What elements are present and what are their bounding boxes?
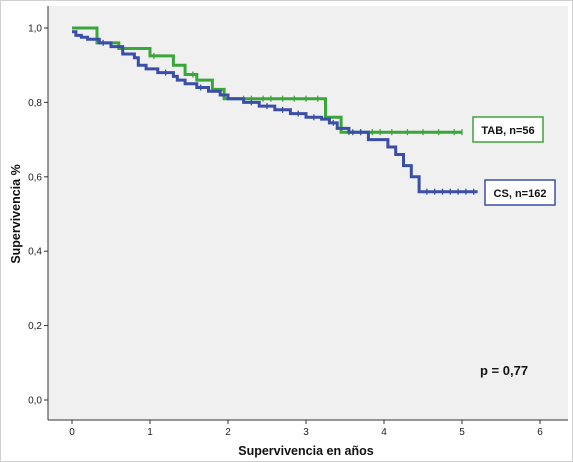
series-layer — [72, 26, 478, 195]
legend-cs-label: CS, n=162 — [494, 188, 547, 200]
y-tick-label: 0,8 — [28, 98, 42, 109]
x-axis: 0 1 2 3 4 5 6 — [48, 419, 568, 438]
p-value-annotation: p = 0,77 — [480, 363, 528, 378]
x-tick-label: 4 — [381, 427, 387, 438]
legend-cs-box — [484, 179, 556, 206]
y-axis-title: Supervivencia % — [9, 164, 23, 263]
y-tick-label: 0,6 — [28, 172, 42, 183]
x-tick-label: 3 — [303, 427, 309, 438]
legend-tab-label: TAB, n=56 — [481, 125, 534, 137]
y-tick-label: 0,2 — [28, 321, 42, 332]
y-tick-label: 0,0 — [28, 396, 42, 407]
series-cs — [72, 30, 478, 195]
y-tick-label: 0,4 — [28, 247, 42, 258]
x-tick-label: 0 — [69, 427, 75, 438]
legend-tab: TAB, n=56 — [472, 116, 544, 143]
x-axis-title: Supervivencia en años — [238, 444, 374, 458]
series-cs-line — [72, 30, 478, 194]
x-tick-label: 2 — [225, 427, 231, 438]
x-tick-label: 5 — [459, 427, 465, 438]
legend-tab-box — [472, 116, 544, 143]
plot-background — [48, 6, 568, 420]
y-axis: 0,0 0,2 0,4 0,6 0,8 1,0 — [28, 6, 49, 420]
x-tick-label: 1 — [147, 427, 153, 438]
y-tick-label: 1,0 — [28, 24, 42, 35]
x-tick-label: 6 — [537, 427, 543, 438]
legend-cs: CS, n=162 — [484, 179, 556, 206]
